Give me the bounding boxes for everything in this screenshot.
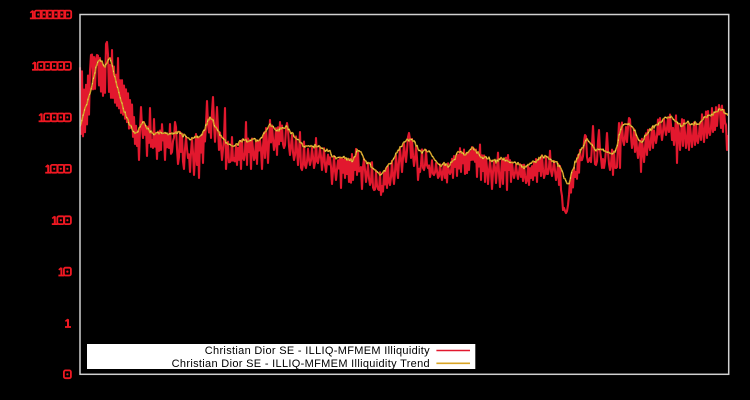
svg-text:Christian Dior SE - ILLIQ-MFME: Christian Dior SE - ILLIQ-MFMEM Illiquid… — [172, 358, 430, 370]
svg-text:Christian Dior SE - ILLIQ-MFME: Christian Dior SE - ILLIQ-MFMEM Illiquid… — [205, 345, 430, 357]
